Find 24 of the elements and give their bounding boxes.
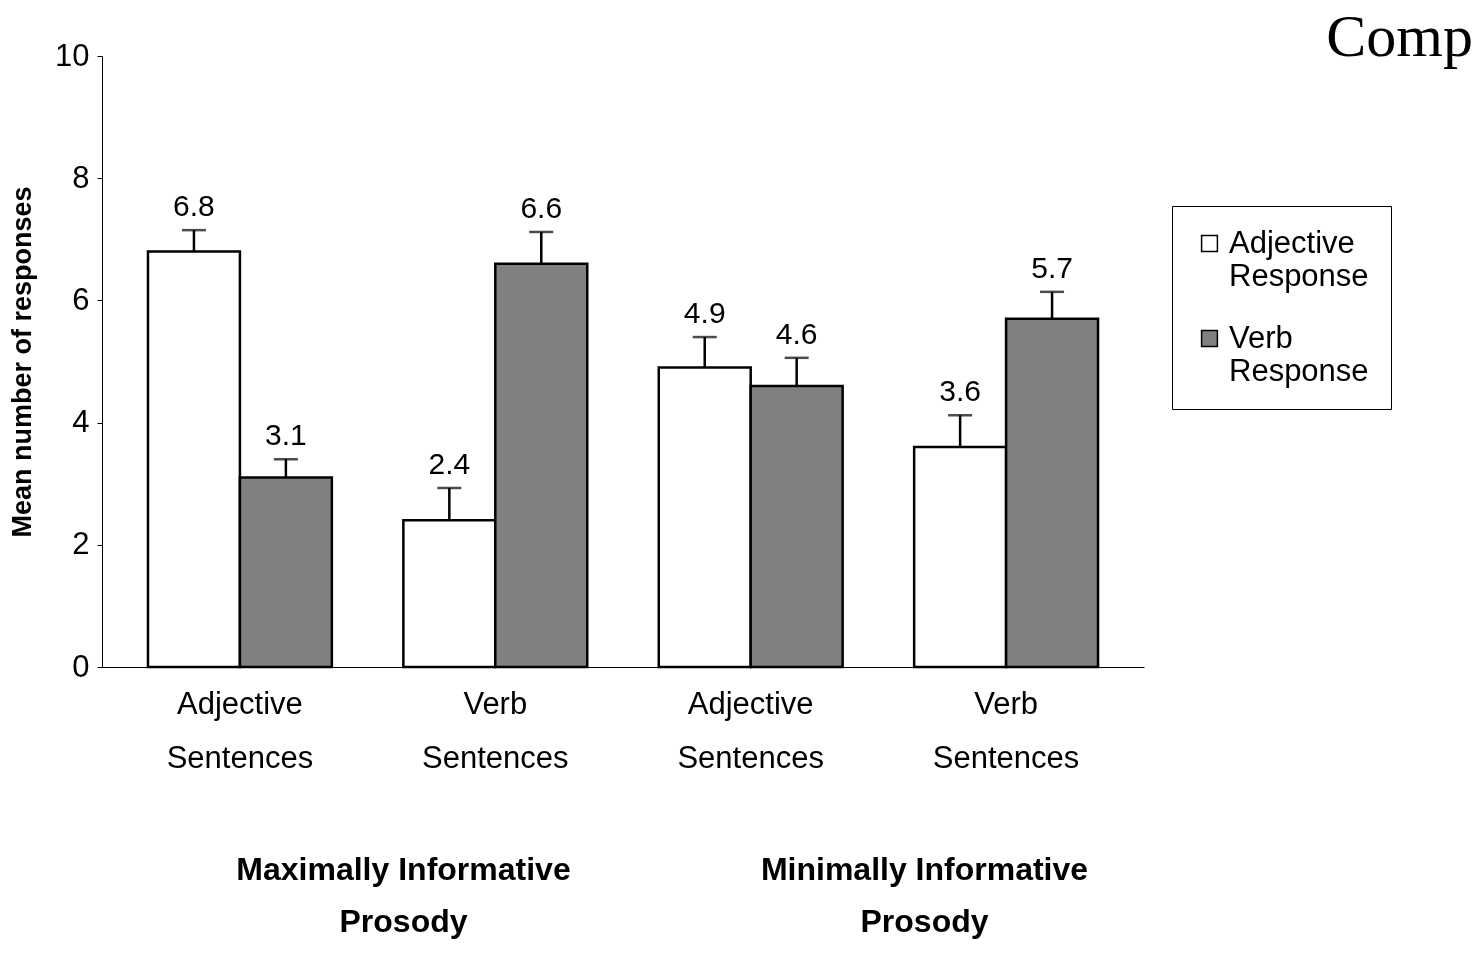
- data-label: 4.9: [683, 296, 726, 330]
- text: Maximally Informative Prosody: [235, 850, 572, 941]
- data-label: 2.4: [428, 446, 471, 480]
- x-tick-label: Verb Sentences: [932, 685, 1080, 775]
- y-tick-label: 10: [55, 37, 90, 73]
- y-tick-label: 0: [72, 648, 90, 684]
- text: Comp: [1326, 2, 1473, 71]
- y-tick-label: 2: [72, 526, 90, 562]
- y-axis-title: Mean number of responses: [7, 186, 38, 538]
- legend-label: Verb Response: [1229, 319, 1369, 388]
- data-label: 3.6: [939, 374, 981, 408]
- x-tick-label: Verb Sentences: [422, 685, 569, 775]
- y-tick-label: 4: [72, 404, 90, 440]
- data-label: 6.6: [520, 190, 563, 224]
- y-tick-label: 6: [72, 281, 90, 317]
- x-tick-label: Adjective Sentences: [166, 685, 314, 775]
- data-label: 4.6: [775, 316, 818, 350]
- y-tick-label: 8: [72, 159, 90, 195]
- data-label: 3.1: [265, 418, 307, 452]
- x-tick-label: Adjective Sentences: [677, 685, 824, 775]
- data-label: 5.7: [1031, 250, 1073, 284]
- text: Minimally Informative Prosody: [759, 850, 1090, 941]
- legend-label: Adjective Response: [1229, 224, 1369, 293]
- data-label: 6.8: [173, 189, 215, 223]
